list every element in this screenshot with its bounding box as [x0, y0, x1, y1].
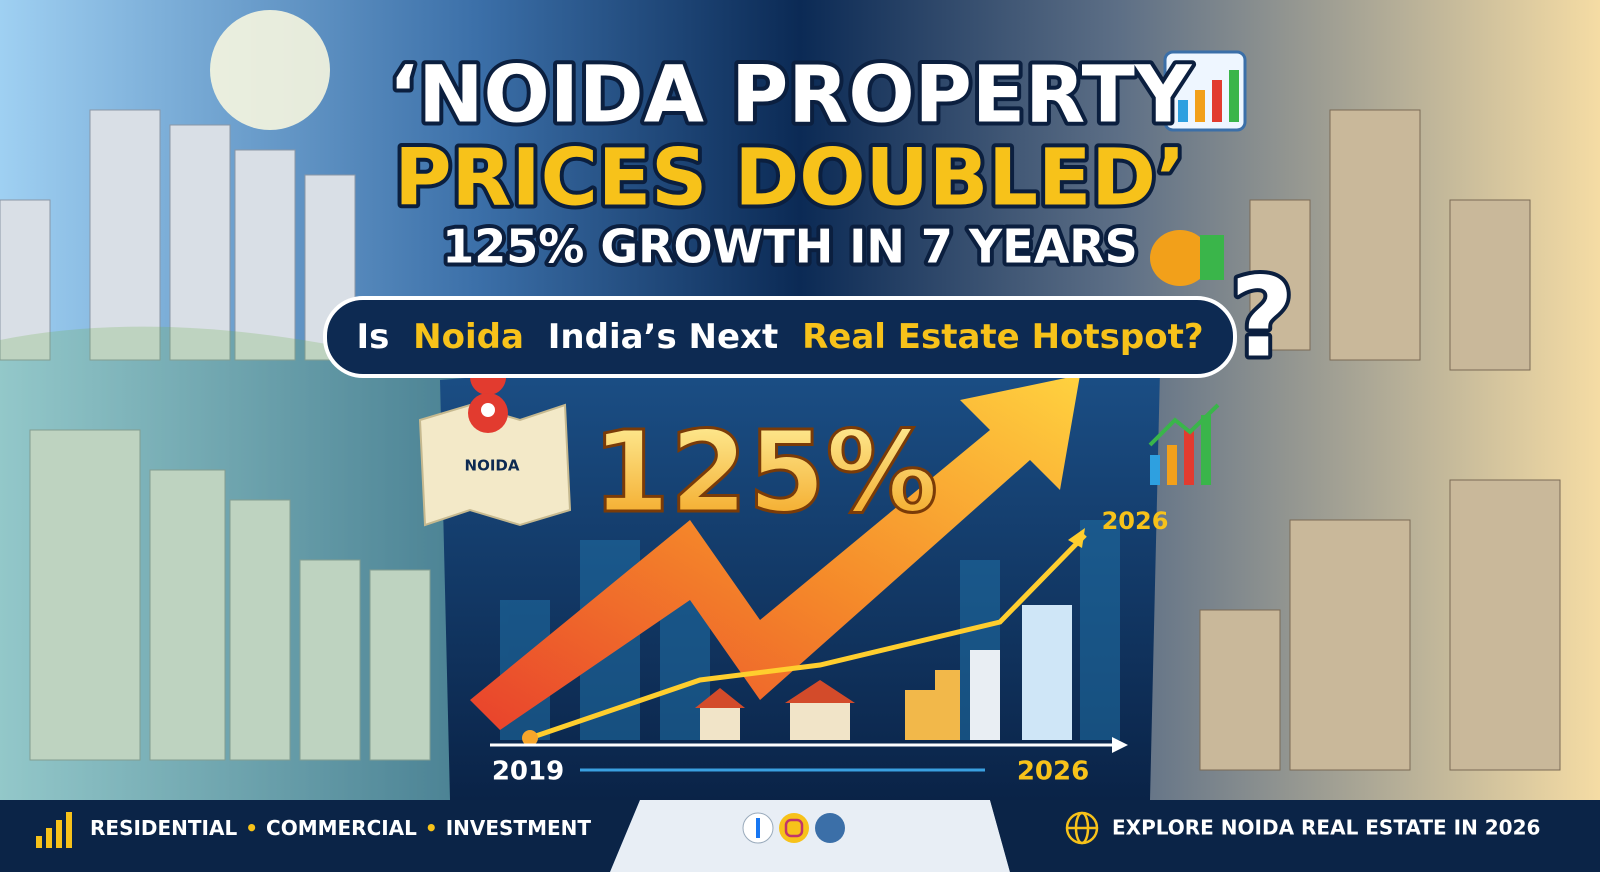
start-year: 2019 [492, 757, 564, 787]
headline-line2: PRICES DOUBLED’ [394, 133, 1185, 223]
headline-icon [1163, 50, 1247, 132]
trend-arrowhead [1068, 528, 1085, 548]
question-part: India’s Next [548, 317, 778, 357]
growth-figure: 125% [592, 408, 938, 538]
footer-cta: EXPLORE NOIDA REAL ESTATE IN 2026 [1112, 816, 1540, 840]
sun [210, 10, 330, 130]
headline-line1: ‘NOIDA PROPERTY [389, 50, 1193, 140]
headline-line3: 125% GROWTH IN 7 YEARS [442, 220, 1138, 274]
footer-chart-icon [36, 812, 72, 848]
money-icon [1150, 230, 1224, 286]
question-part: Real Estate Hotspot? [802, 317, 1203, 357]
chart-icon [1148, 403, 1220, 485]
axis-arrowhead [1112, 737, 1128, 753]
end-year: 2026 [1017, 757, 1089, 787]
ground [0, 326, 480, 800]
question-part: Noida [413, 317, 524, 357]
footer-segments: RESIDENTIAL • COMMERCIAL • INVESTMENT [90, 816, 591, 840]
globe-icon [1065, 811, 1099, 845]
footer-segment: INVESTMENT [446, 816, 592, 840]
question-pill [323, 296, 1237, 378]
footer-left [0, 800, 640, 872]
question-mark: ? [1230, 253, 1294, 381]
trend-line [529, 533, 1087, 741]
peak-label: 2026 [1102, 507, 1169, 535]
left-buildings [0, 109, 431, 761]
right-buildings [1199, 109, 1561, 771]
footer-middle [610, 800, 1010, 872]
map-label: NOIDA [465, 457, 520, 475]
social-icons [742, 812, 845, 844]
houses [695, 605, 1072, 740]
question: Is Noida India’s Next Real Estate Hotspo… [356, 317, 1203, 357]
growth-arrow [470, 375, 1080, 730]
footer-segment: COMMERCIAL [266, 816, 417, 840]
footer-right [990, 800, 1600, 872]
footer-segment: RESIDENTIAL [90, 816, 237, 840]
start-dot [522, 730, 538, 746]
question-part: Is [356, 317, 389, 357]
